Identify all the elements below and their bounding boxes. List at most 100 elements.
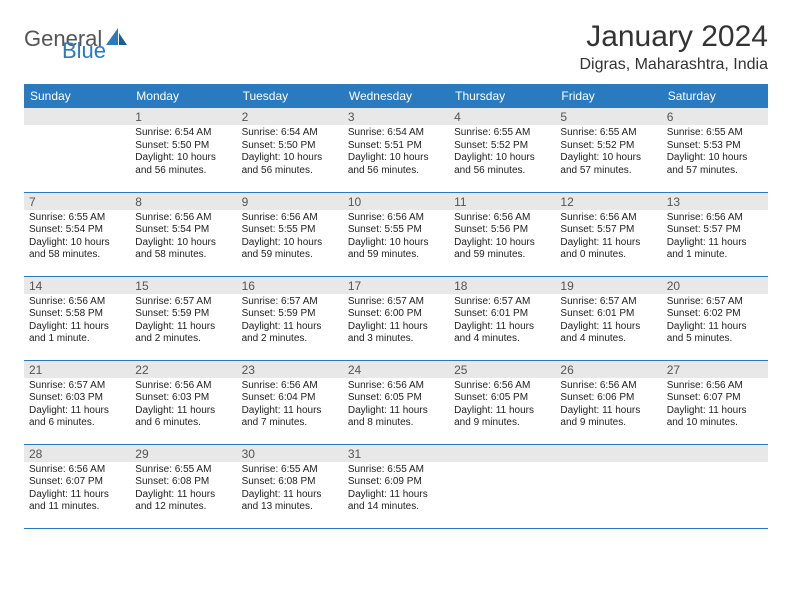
day-details: Sunrise: 6:56 AMSunset: 5:54 PMDaylight:…	[130, 210, 236, 264]
day-details: Sunrise: 6:57 AMSunset: 5:59 PMDaylight:…	[237, 294, 343, 348]
calendar-week-row: 28Sunrise: 6:56 AMSunset: 6:07 PMDayligh…	[24, 444, 768, 528]
calendar-cell: 31Sunrise: 6:55 AMSunset: 6:09 PMDayligh…	[343, 444, 449, 528]
weekday-header: Wednesday	[343, 84, 449, 108]
calendar-cell: 22Sunrise: 6:56 AMSunset: 6:03 PMDayligh…	[130, 360, 236, 444]
day-number: 25	[449, 361, 555, 378]
calendar-cell: 29Sunrise: 6:55 AMSunset: 6:08 PMDayligh…	[130, 444, 236, 528]
calendar-week-row: 21Sunrise: 6:57 AMSunset: 6:03 PMDayligh…	[24, 360, 768, 444]
day-details: Sunrise: 6:57 AMSunset: 6:01 PMDaylight:…	[449, 294, 555, 348]
day-number: 17	[343, 277, 449, 294]
weekday-header: Monday	[130, 84, 236, 108]
calendar-cell: 13Sunrise: 6:56 AMSunset: 5:57 PMDayligh…	[662, 192, 768, 276]
brand-text-blue: Blue	[62, 38, 106, 64]
day-number: 8	[130, 193, 236, 210]
day-number: 29	[130, 445, 236, 462]
calendar-cell	[24, 108, 130, 192]
day-number-empty	[555, 445, 661, 462]
day-details: Sunrise: 6:56 AMSunset: 6:06 PMDaylight:…	[555, 378, 661, 432]
day-details: Sunrise: 6:57 AMSunset: 6:01 PMDaylight:…	[555, 294, 661, 348]
day-details: Sunrise: 6:55 AMSunset: 5:54 PMDaylight:…	[24, 210, 130, 264]
weekday-row: SundayMondayTuesdayWednesdayThursdayFrid…	[24, 84, 768, 108]
day-number: 30	[237, 445, 343, 462]
day-details: Sunrise: 6:56 AMSunset: 5:58 PMDaylight:…	[24, 294, 130, 348]
day-number: 16	[237, 277, 343, 294]
calendar-cell: 27Sunrise: 6:56 AMSunset: 6:07 PMDayligh…	[662, 360, 768, 444]
day-details: Sunrise: 6:54 AMSunset: 5:51 PMDaylight:…	[343, 125, 449, 179]
calendar-cell: 30Sunrise: 6:55 AMSunset: 6:08 PMDayligh…	[237, 444, 343, 528]
calendar-cell: 7Sunrise: 6:55 AMSunset: 5:54 PMDaylight…	[24, 192, 130, 276]
day-details: Sunrise: 6:55 AMSunset: 5:52 PMDaylight:…	[555, 125, 661, 179]
calendar-cell: 11Sunrise: 6:56 AMSunset: 5:56 PMDayligh…	[449, 192, 555, 276]
weekday-header: Tuesday	[237, 84, 343, 108]
calendar-cell: 3Sunrise: 6:54 AMSunset: 5:51 PMDaylight…	[343, 108, 449, 192]
day-details: Sunrise: 6:55 AMSunset: 5:52 PMDaylight:…	[449, 125, 555, 179]
day-details: Sunrise: 6:57 AMSunset: 5:59 PMDaylight:…	[130, 294, 236, 348]
calendar-cell: 5Sunrise: 6:55 AMSunset: 5:52 PMDaylight…	[555, 108, 661, 192]
calendar-cell: 16Sunrise: 6:57 AMSunset: 5:59 PMDayligh…	[237, 276, 343, 360]
calendar-cell: 21Sunrise: 6:57 AMSunset: 6:03 PMDayligh…	[24, 360, 130, 444]
day-details: Sunrise: 6:56 AMSunset: 6:07 PMDaylight:…	[662, 378, 768, 432]
weekday-header: Friday	[555, 84, 661, 108]
calendar-body: 1Sunrise: 6:54 AMSunset: 5:50 PMDaylight…	[24, 108, 768, 528]
day-number: 14	[24, 277, 130, 294]
day-number: 9	[237, 193, 343, 210]
calendar-cell: 24Sunrise: 6:56 AMSunset: 6:05 PMDayligh…	[343, 360, 449, 444]
calendar-cell: 9Sunrise: 6:56 AMSunset: 5:55 PMDaylight…	[237, 192, 343, 276]
day-number-empty	[662, 445, 768, 462]
day-number: 2	[237, 108, 343, 125]
month-title: January 2024	[579, 20, 768, 54]
calendar-week-row: 14Sunrise: 6:56 AMSunset: 5:58 PMDayligh…	[24, 276, 768, 360]
day-details: Sunrise: 6:57 AMSunset: 6:03 PMDaylight:…	[24, 378, 130, 432]
calendar-cell: 1Sunrise: 6:54 AMSunset: 5:50 PMDaylight…	[130, 108, 236, 192]
weekday-header: Saturday	[662, 84, 768, 108]
calendar-cell: 18Sunrise: 6:57 AMSunset: 6:01 PMDayligh…	[449, 276, 555, 360]
calendar-cell: 20Sunrise: 6:57 AMSunset: 6:02 PMDayligh…	[662, 276, 768, 360]
day-number: 19	[555, 277, 661, 294]
calendar-cell: 4Sunrise: 6:55 AMSunset: 5:52 PMDaylight…	[449, 108, 555, 192]
day-number: 10	[343, 193, 449, 210]
day-number: 20	[662, 277, 768, 294]
day-details: Sunrise: 6:55 AMSunset: 5:53 PMDaylight:…	[662, 125, 768, 179]
day-details: Sunrise: 6:55 AMSunset: 6:08 PMDaylight:…	[130, 462, 236, 516]
day-number: 23	[237, 361, 343, 378]
day-number: 3	[343, 108, 449, 125]
day-number: 4	[449, 108, 555, 125]
day-details: Sunrise: 6:55 AMSunset: 6:09 PMDaylight:…	[343, 462, 449, 516]
weekday-header: Sunday	[24, 84, 130, 108]
calendar-cell: 28Sunrise: 6:56 AMSunset: 6:07 PMDayligh…	[24, 444, 130, 528]
calendar-cell: 2Sunrise: 6:54 AMSunset: 5:50 PMDaylight…	[237, 108, 343, 192]
title-block: January 2024 Digras, Maharashtra, India	[579, 20, 768, 74]
day-number-empty	[24, 108, 130, 125]
location-label: Digras, Maharashtra, India	[579, 56, 768, 74]
day-details: Sunrise: 6:56 AMSunset: 6:07 PMDaylight:…	[24, 462, 130, 516]
day-details: Sunrise: 6:54 AMSunset: 5:50 PMDaylight:…	[237, 125, 343, 179]
calendar-week-row: 7Sunrise: 6:55 AMSunset: 5:54 PMDaylight…	[24, 192, 768, 276]
day-details: Sunrise: 6:56 AMSunset: 5:56 PMDaylight:…	[449, 210, 555, 264]
calendar-cell: 12Sunrise: 6:56 AMSunset: 5:57 PMDayligh…	[555, 192, 661, 276]
day-details: Sunrise: 6:54 AMSunset: 5:50 PMDaylight:…	[130, 125, 236, 179]
day-number: 12	[555, 193, 661, 210]
day-number: 18	[449, 277, 555, 294]
day-details: Sunrise: 6:56 AMSunset: 6:05 PMDaylight:…	[343, 378, 449, 432]
day-number: 21	[24, 361, 130, 378]
day-details: Sunrise: 6:56 AMSunset: 5:55 PMDaylight:…	[237, 210, 343, 264]
calendar-week-row: 1Sunrise: 6:54 AMSunset: 5:50 PMDaylight…	[24, 108, 768, 192]
day-details: Sunrise: 6:57 AMSunset: 6:02 PMDaylight:…	[662, 294, 768, 348]
day-number: 1	[130, 108, 236, 125]
calendar-cell: 26Sunrise: 6:56 AMSunset: 6:06 PMDayligh…	[555, 360, 661, 444]
day-number: 26	[555, 361, 661, 378]
day-details: Sunrise: 6:56 AMSunset: 6:03 PMDaylight:…	[130, 378, 236, 432]
day-number: 31	[343, 445, 449, 462]
calendar-cell: 10Sunrise: 6:56 AMSunset: 5:55 PMDayligh…	[343, 192, 449, 276]
day-details: Sunrise: 6:56 AMSunset: 5:57 PMDaylight:…	[555, 210, 661, 264]
brand-logo-line2: Blue	[24, 38, 106, 64]
calendar-cell: 17Sunrise: 6:57 AMSunset: 6:00 PMDayligh…	[343, 276, 449, 360]
brand-sail-icon	[106, 28, 128, 51]
calendar-cell	[662, 444, 768, 528]
day-details: Sunrise: 6:56 AMSunset: 5:57 PMDaylight:…	[662, 210, 768, 264]
day-details: Sunrise: 6:56 AMSunset: 5:55 PMDaylight:…	[343, 210, 449, 264]
day-number: 6	[662, 108, 768, 125]
page-header: General January 2024 Digras, Maharashtra…	[24, 20, 768, 74]
day-number: 27	[662, 361, 768, 378]
calendar-cell: 6Sunrise: 6:55 AMSunset: 5:53 PMDaylight…	[662, 108, 768, 192]
